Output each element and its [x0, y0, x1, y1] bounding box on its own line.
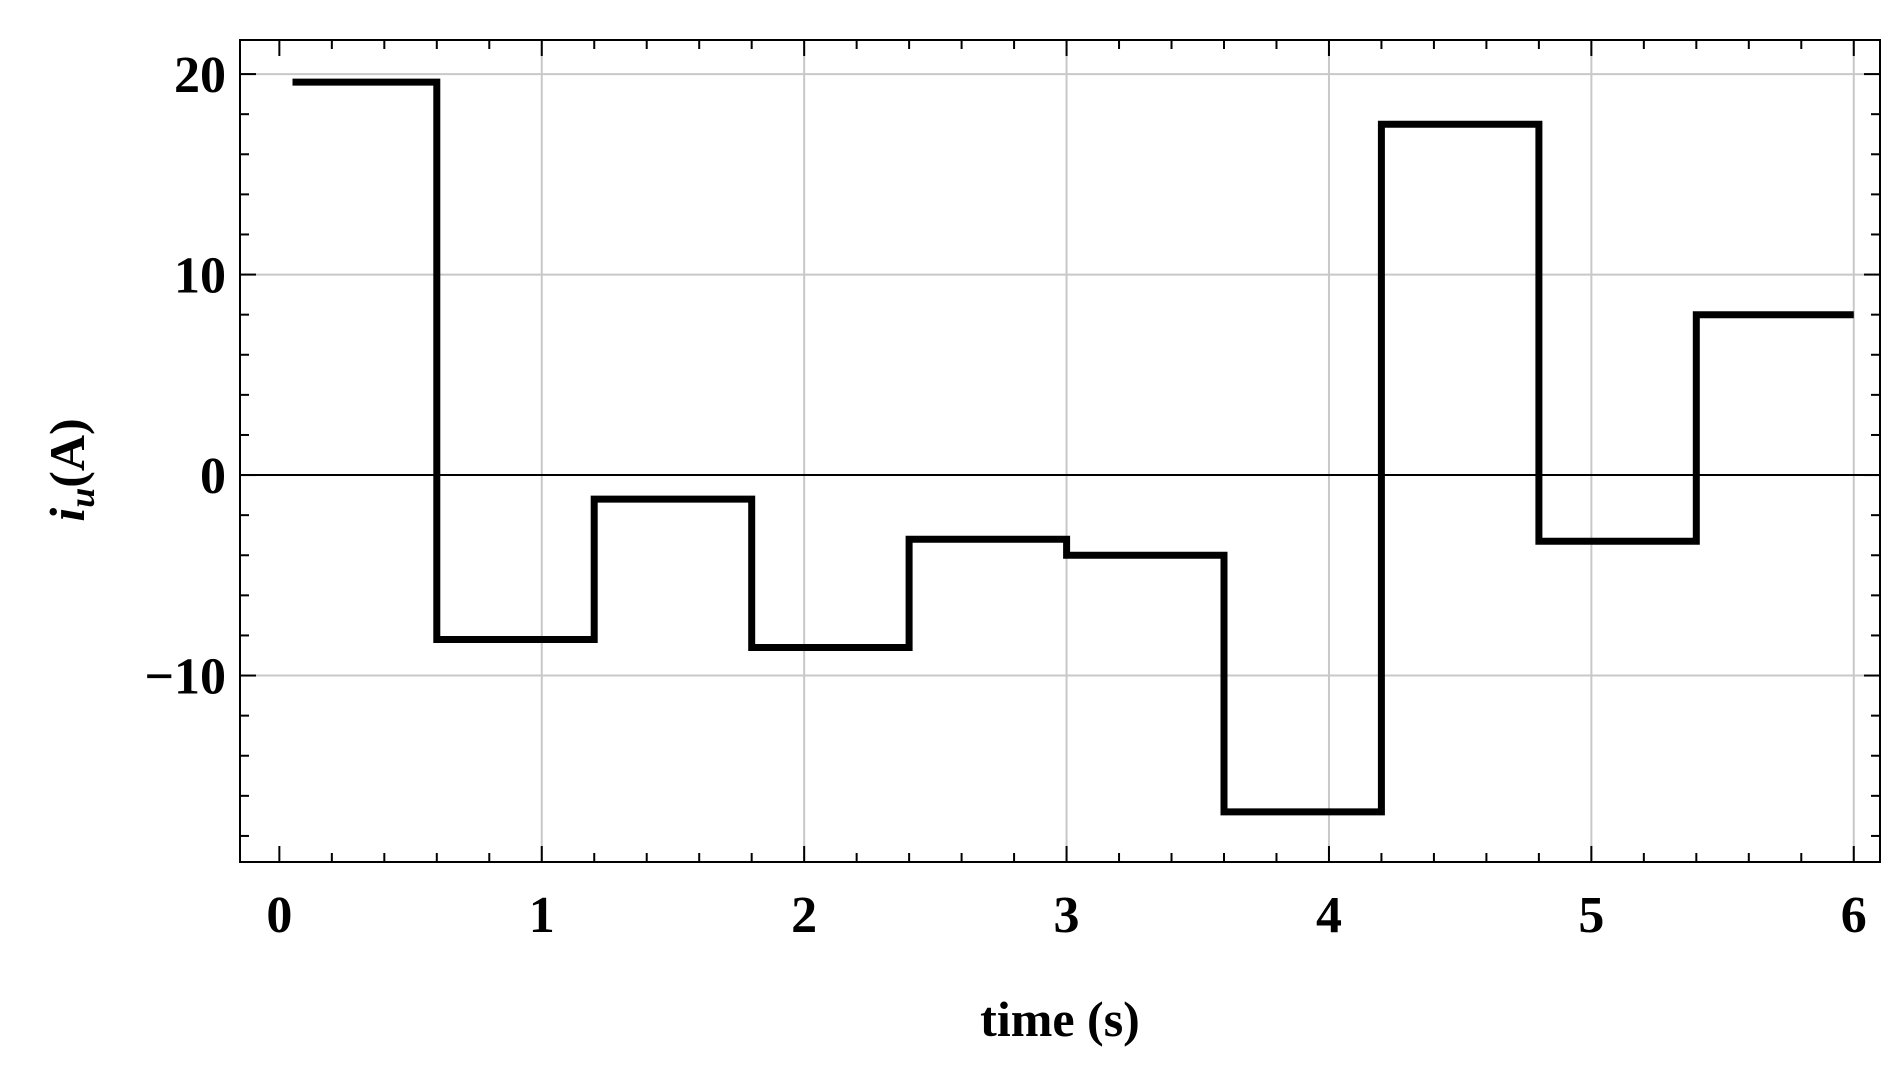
x-tick-label: 5 — [1578, 887, 1604, 944]
y-tick-label: 0 — [200, 448, 226, 505]
grid-lines — [240, 40, 1880, 862]
x-tick-label: 4 — [1316, 887, 1342, 944]
y-axis-title: iu(A) — [39, 418, 102, 521]
series-layer — [292, 78, 1854, 816]
y-axis-title-main: i — [39, 508, 95, 522]
x-tick-label: 6 — [1841, 887, 1867, 944]
y-tick-labels: −10 0 10 20 — [144, 47, 226, 705]
x-tick-labels: 0 1 2 3 4 5 6 — [266, 887, 1866, 944]
axis-ticks — [240, 40, 1880, 862]
y-axis-title-subscript: u — [62, 488, 102, 508]
plot-frame — [239, 39, 1881, 863]
x-tick-label: 0 — [266, 887, 292, 944]
series-line — [292, 78, 1854, 816]
y-tick-label: 20 — [174, 47, 226, 104]
x-tick-label: 3 — [1054, 887, 1080, 944]
y-tick-label: −10 — [144, 649, 226, 706]
x-tick-label: 1 — [529, 887, 555, 944]
y-axis-title-unit: (A) — [39, 418, 95, 487]
x-axis-title: time (s) — [980, 991, 1140, 1047]
y-tick-label: 10 — [174, 248, 226, 305]
plot-border — [239, 39, 1881, 863]
x-tick-label: 2 — [791, 887, 817, 944]
